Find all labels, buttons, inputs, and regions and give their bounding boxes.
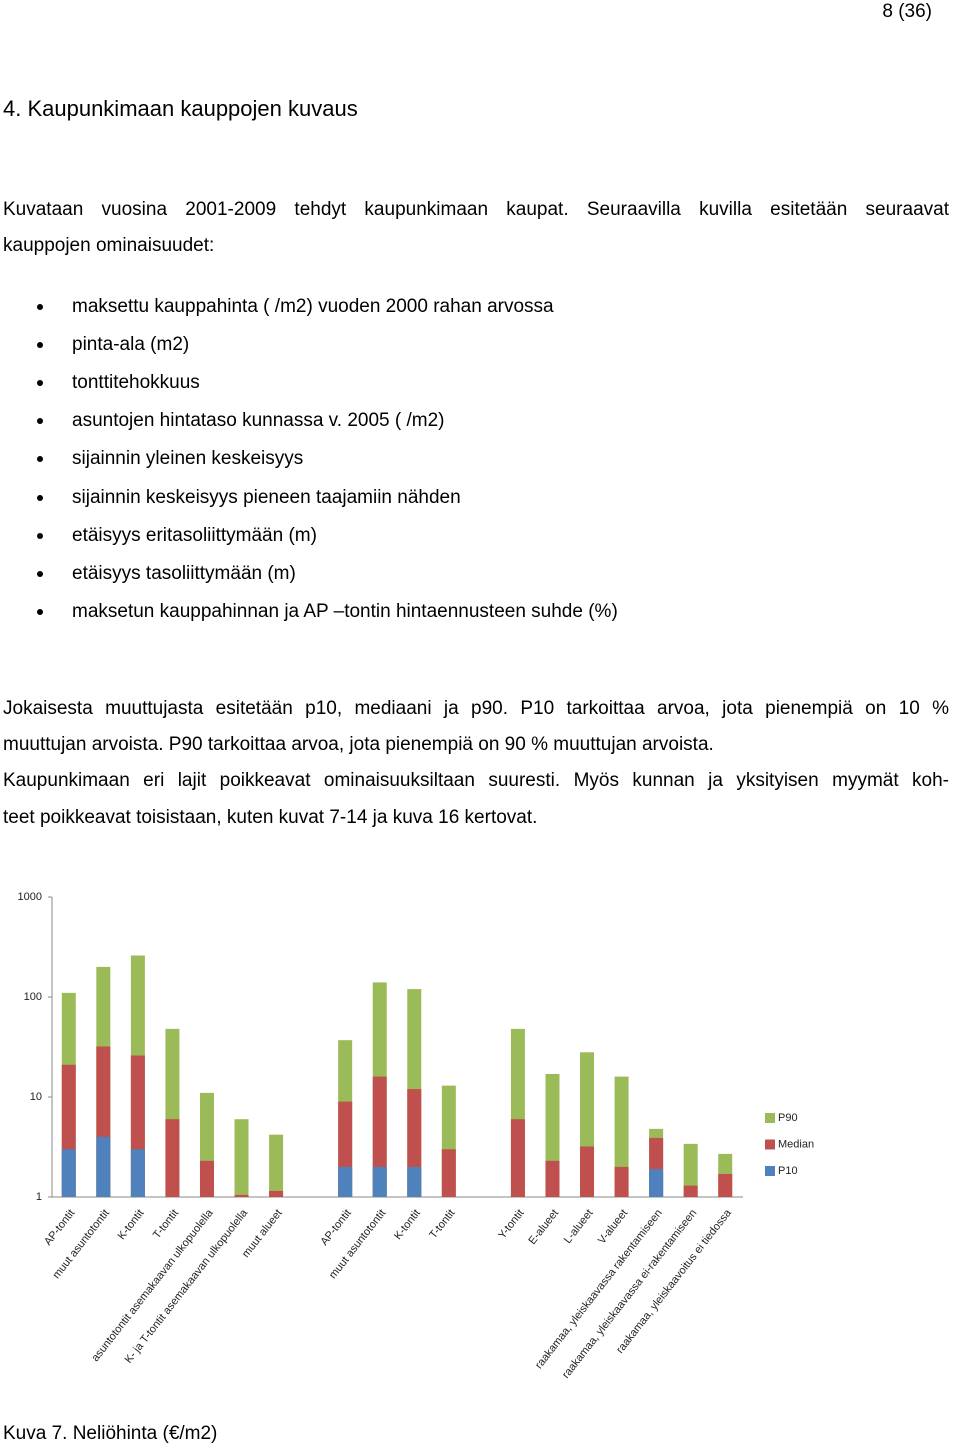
- caption: Kuva 7. Neliöhinta (€/m2): [3, 1423, 218, 1444]
- bullet: [37, 304, 43, 310]
- x-tick-label: T-tontit: [151, 1207, 181, 1241]
- x-tick-label: K- ja T-tontit asemakaavan ulkopuolella: [123, 1207, 251, 1366]
- bullet-text: pinta-ala (m2): [72, 334, 190, 356]
- y-tick-label: 100: [24, 991, 42, 1003]
- paragraph-line: muuttujan arvoista. P90 tarkoittaa arvoa…: [3, 734, 714, 755]
- bar: [614, 1076, 629, 1197]
- bullet: [37, 456, 43, 463]
- bullet-text: asuntojen hintataso kunnassa v. 2005 ( /…: [72, 410, 445, 432]
- bar: [614, 1166, 629, 1197]
- bar: [372, 1076, 387, 1197]
- page-number: 8 (36): [882, 1, 932, 22]
- x-tick-label: AP-tontit: [318, 1207, 353, 1248]
- x-tick-label: L-alueet: [562, 1207, 596, 1246]
- x-tick-label: V-alueet: [596, 1207, 630, 1246]
- bar: [165, 1119, 180, 1197]
- y-tick-label: 1000: [18, 891, 42, 903]
- legend-swatch: [765, 1166, 775, 1176]
- bar: [441, 1149, 456, 1197]
- bullet-text: tonttitehokkuus: [72, 372, 200, 394]
- legend-swatch: [765, 1113, 775, 1123]
- bullet: [37, 380, 43, 387]
- x-tick-label: T-tontit: [427, 1207, 457, 1241]
- bar: [649, 1169, 664, 1197]
- bullet: [37, 570, 43, 577]
- heading: 4. Kaupunkimaan kauppojen kuvaus: [3, 96, 358, 121]
- bar: [683, 1143, 698, 1197]
- bullet: [37, 418, 43, 425]
- bar: [234, 1194, 249, 1197]
- bar: [718, 1173, 733, 1197]
- x-tick-label: raakamaa, yleiskaavassa rakentamiseen: [533, 1207, 665, 1371]
- bar: [545, 1160, 560, 1197]
- y-tick-label: 1: [36, 1191, 42, 1203]
- legend-label: Median: [778, 1138, 814, 1150]
- x-tick-label: K-tontit: [392, 1207, 423, 1242]
- paragraph-line: Jokaisesta muuttujasta esitetään p10, me…: [3, 698, 949, 719]
- legend-swatch: [765, 1139, 775, 1150]
- bullet-text: sijainnin keskeisyys pieneen taajamiin n…: [72, 486, 461, 508]
- bar: [130, 1149, 145, 1197]
- bar: [510, 1119, 525, 1197]
- bar: [234, 1119, 249, 1197]
- bar: [580, 1146, 595, 1197]
- x-tick-label: E-alueet: [526, 1207, 561, 1247]
- intro-line: kauppojen ominaisuudet:: [3, 235, 215, 256]
- legend-label: P90: [778, 1112, 798, 1124]
- bullet-text: sijainnin yleinen keskeisyys: [72, 448, 304, 470]
- bullet-text: etäisyys tasoliittymään (m): [72, 562, 296, 584]
- intro-line: Kuvataan vuosina 2001-2009 tehdyt kaupun…: [3, 199, 949, 220]
- bullet: [37, 608, 43, 615]
- bar: [683, 1185, 698, 1197]
- bullet-text: etäisyys eritasoliittymään (m): [72, 524, 317, 546]
- bar: [199, 1160, 214, 1197]
- x-tick-label: AP-tontit: [42, 1207, 77, 1248]
- bar: [338, 1166, 353, 1197]
- legend-label: P10: [778, 1165, 798, 1177]
- x-tick-label: K-tontit: [116, 1207, 147, 1242]
- bar: [372, 1166, 387, 1197]
- bar: [61, 1149, 76, 1197]
- bar: [96, 1136, 111, 1197]
- bar: [269, 1190, 284, 1197]
- bullet: [37, 342, 43, 349]
- bar: [269, 1134, 284, 1197]
- bullet: [37, 532, 43, 539]
- paragraph-line: teet poikkeavat toisistaan, kuten kuvat …: [3, 807, 538, 828]
- bullet-text: maksetun kauppahinnan ja AP –tontin hint…: [72, 600, 618, 622]
- bullet-text: maksettu kauppahinta ( /m2) vuoden 2000 …: [72, 296, 554, 317]
- x-tick-label: Y-tontit: [496, 1207, 526, 1241]
- y-tick-label: 10: [30, 1091, 42, 1103]
- bar: [407, 1166, 422, 1197]
- paragraph-line: Kaupunkimaan eri lajit poikkeavat ominai…: [3, 770, 949, 791]
- bullet: [37, 494, 43, 501]
